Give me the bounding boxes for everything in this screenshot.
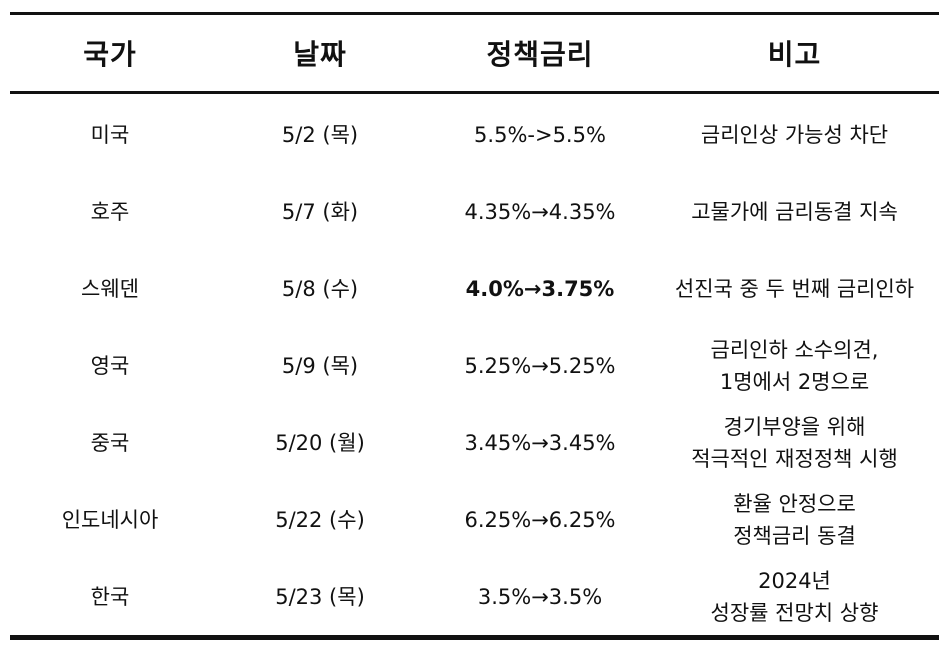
rate-cell: 6.25%→6.25%	[464, 507, 616, 532]
note-cell: 금리인상 가능성 차단	[650, 119, 939, 151]
rate-cell: 5.5%->5.5%	[474, 122, 606, 147]
note-cell: 경기부양을 위해 적극적인 재정정책 시행	[650, 411, 939, 475]
note-cell: 환율 안정으로 정책금리 동결	[650, 488, 939, 552]
table-row: 스웨덴 5/8 (수) 4.0%→3.75% 선진국 중 두 번째 금리인하	[10, 250, 939, 327]
table-top-rule	[10, 12, 939, 15]
date-cell: 5/9 (목)	[281, 353, 359, 378]
note-line: 2024년	[758, 568, 831, 593]
table-bottom-rule	[10, 635, 939, 640]
note-line: 경기부양을 위해	[723, 414, 866, 439]
table-row: 한국 5/23 (목) 3.5%→3.5% 2024년 성장률 전망치 상향	[10, 558, 939, 635]
table-row: 영국 5/9 (목) 5.25%→5.25% 금리인하 소수의견, 1명에서 2…	[10, 327, 939, 404]
header-country: 국가	[83, 38, 137, 71]
country-cell: 호주	[90, 199, 130, 224]
note-cell: 금리인하 소수의견, 1명에서 2명으로	[650, 334, 939, 398]
header-note: 비고	[767, 38, 822, 71]
country-cell: 스웨덴	[81, 276, 139, 301]
date-cell: 5/22 (수)	[275, 507, 365, 532]
note-line: 성장률 전망치 상향	[710, 600, 879, 625]
note-line: 선진국 중 두 번째 금리인하	[674, 276, 915, 301]
header-policy-rate: 정책금리	[486, 38, 594, 71]
date-cell: 5/23 (목)	[275, 584, 365, 609]
country-cell: 영국	[90, 353, 130, 378]
policy-rate-table: 국가 날짜 정책금리 비고 미국 5/2 (목) 5.5%->5.5% 금리인상…	[10, 12, 939, 640]
note-line: 금리인상 가능성 차단	[700, 122, 889, 147]
table-row: 중국 5/20 (월) 3.45%→3.45% 경기부양을 위해 적극적인 재정…	[10, 404, 939, 481]
rate-cell: 4.35%→4.35%	[464, 199, 616, 224]
rate-cell: 3.45%→3.45%	[464, 430, 616, 455]
table-row: 호주 5/7 (화) 4.35%→4.35% 고물가에 금리동결 지속	[10, 173, 939, 250]
note-line: 적극적인 재정정책 시행	[691, 446, 898, 471]
country-cell: 미국	[90, 122, 130, 147]
rate-cell-highlighted: 4.0%→3.75%	[465, 276, 615, 301]
table-row: 미국 5/2 (목) 5.5%->5.5% 금리인상 가능성 차단	[10, 96, 939, 173]
date-cell: 5/7 (화)	[281, 199, 359, 224]
note-line: 정책금리 동결	[733, 523, 856, 548]
note-cell: 2024년 성장률 전망치 상향	[650, 565, 939, 629]
table-header-rule	[10, 91, 939, 94]
note-line: 1명에서 2명으로	[719, 369, 870, 394]
note-line: 환율 안정으로	[733, 491, 856, 516]
country-cell: 한국	[90, 584, 130, 609]
note-cell: 고물가에 금리동결 지속	[650, 196, 939, 228]
date-cell: 5/20 (월)	[275, 430, 365, 455]
date-cell: 5/2 (목)	[281, 122, 359, 147]
rate-cell: 3.5%→3.5%	[477, 584, 603, 609]
table-header-row: 국가 날짜 정책금리 비고	[10, 15, 939, 91]
note-cell: 선진국 중 두 번째 금리인하	[650, 273, 939, 305]
note-line: 고물가에 금리동결 지속	[691, 199, 898, 224]
header-date: 날짜	[293, 38, 347, 71]
note-line: 금리인하 소수의견,	[710, 337, 879, 362]
country-cell: 중국	[90, 430, 130, 455]
rate-cell: 5.25%→5.25%	[464, 353, 616, 378]
date-cell: 5/8 (수)	[281, 276, 359, 301]
table-body: 미국 5/2 (목) 5.5%->5.5% 금리인상 가능성 차단 호주 5/7…	[10, 96, 939, 635]
table-row: 인도네시아 5/22 (수) 6.25%→6.25% 환율 안정으로 정책금리 …	[10, 481, 939, 558]
country-cell: 인도네시아	[61, 507, 159, 532]
